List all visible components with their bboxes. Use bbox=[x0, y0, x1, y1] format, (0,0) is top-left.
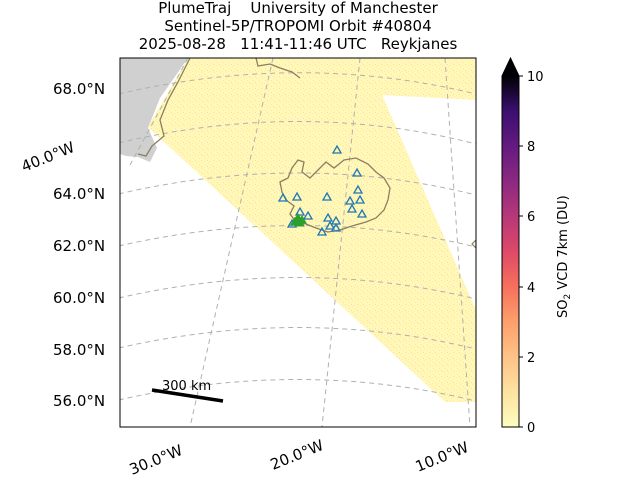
station-marker bbox=[321, 191, 333, 201]
station-marker bbox=[322, 212, 334, 222]
colorbar-frame bbox=[501, 56, 520, 428]
lat-label: 56.0°N bbox=[53, 392, 105, 410]
colorbar-tick-label: 8 bbox=[527, 140, 535, 155]
colorbar-tick-label: 10 bbox=[527, 70, 544, 85]
satellite-swath bbox=[148, 58, 476, 402]
station-marker bbox=[331, 144, 343, 154]
scale-bar bbox=[151, 388, 224, 403]
title-line-1: PlumeTraj University of Manchester bbox=[158, 0, 438, 17]
east-greenland-coast bbox=[255, 58, 301, 79]
colorbar-tick-label: 4 bbox=[527, 281, 535, 296]
station-markers bbox=[277, 144, 368, 236]
station-marker bbox=[324, 220, 336, 230]
lon-label: 10.0°W bbox=[413, 438, 472, 476]
title-line-3: 2025-08-28 11:41-11:46 UTC Reykjanes bbox=[138, 35, 458, 53]
latitude-labels: 68.0°N 64.0°N 62.0°N 60.0°N 58.0°N 56.0°… bbox=[53, 80, 105, 410]
lat-label: 62.0°N bbox=[53, 237, 105, 255]
station-marker bbox=[291, 191, 303, 201]
station-marker bbox=[330, 222, 342, 232]
station-marker bbox=[356, 208, 368, 218]
vent-markers bbox=[290, 212, 307, 227]
station-marker bbox=[344, 195, 356, 205]
colorbar-gradient bbox=[502, 76, 519, 427]
lon-label: 30.0°W bbox=[127, 441, 186, 479]
colorbar-extend-max bbox=[502, 58, 519, 76]
colorbar-tick-marks bbox=[519, 75, 523, 428]
station-marker bbox=[277, 192, 289, 202]
station-marker bbox=[351, 167, 363, 177]
colorbar: 0 2 4 6 8 10 SO2 VCD 7km (DU) bbox=[501, 56, 573, 436]
lat-label: 58.0°N bbox=[53, 341, 105, 359]
station-marker bbox=[302, 210, 314, 220]
station-marker bbox=[346, 203, 358, 213]
colorbar-tick-label: 0 bbox=[527, 421, 535, 436]
map-area: 300 km bbox=[120, 58, 476, 427]
faroe-coast bbox=[471, 239, 476, 249]
lat-label: 68.0°N bbox=[53, 80, 105, 98]
colorbar-tick-label: 2 bbox=[527, 351, 535, 366]
station-marker bbox=[294, 206, 306, 216]
greenland-coast bbox=[137, 58, 191, 157]
lat-label: 64.0°N bbox=[53, 185, 105, 203]
lat-label: 60.0°N bbox=[53, 289, 105, 307]
lon-label: 40.0°W bbox=[19, 138, 78, 176]
station-marker bbox=[354, 194, 366, 204]
greenland-land bbox=[120, 58, 188, 162]
graticule bbox=[120, 58, 476, 427]
colorbar-tick-label: 6 bbox=[527, 210, 535, 225]
colorbar-label: SO2 VCD 7km (DU) bbox=[556, 195, 573, 318]
station-marker bbox=[316, 226, 328, 236]
vent-marker bbox=[295, 217, 305, 227]
station-marker bbox=[352, 184, 364, 194]
title-line-2: Sentinel-5P/TROPOMI Orbit #40804 bbox=[164, 17, 432, 35]
scale-bar-label: 300 km bbox=[162, 379, 211, 394]
lon-label: 20.0°W bbox=[268, 436, 327, 474]
map-frame bbox=[119, 57, 477, 428]
